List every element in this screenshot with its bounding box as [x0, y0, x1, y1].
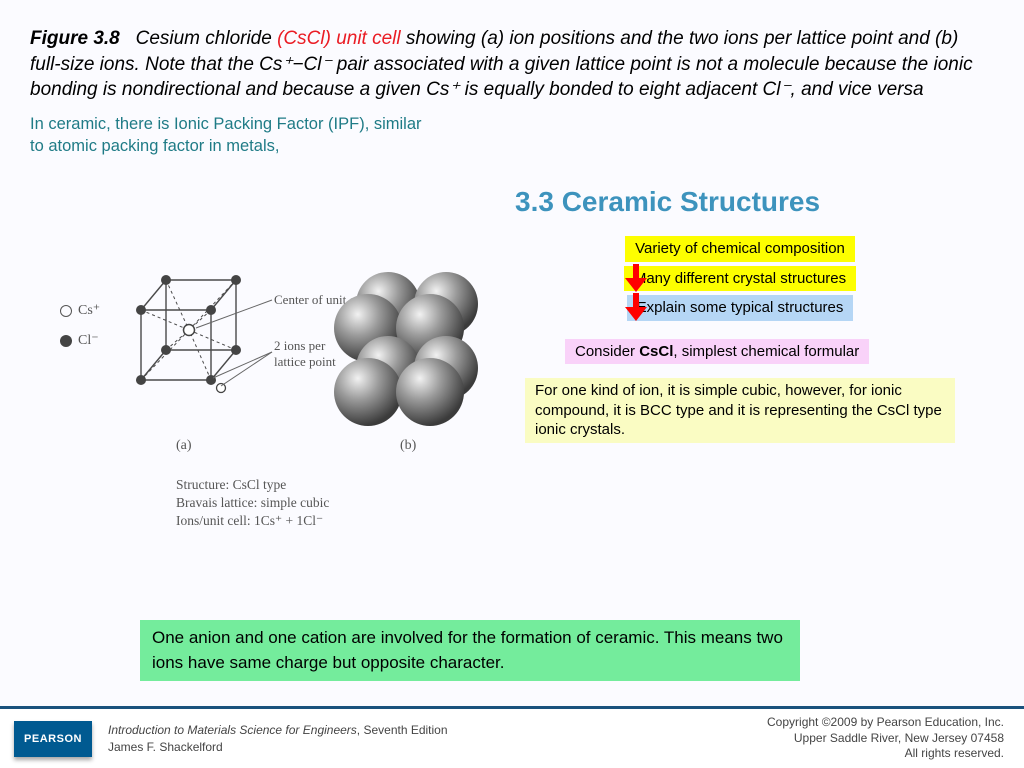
filled-circle-icon — [60, 335, 72, 347]
footer-left: Introduction to Materials Science for En… — [108, 722, 767, 754]
box-composition: Variety of chemical composition — [625, 236, 855, 262]
figure-label: Figure 3.8 — [30, 28, 120, 49]
structure-info: Structure: CsCl type Bravais lattice: si… — [176, 476, 329, 531]
box-bcc-explanation: For one kind of ion, it is simple cubic,… — [525, 378, 955, 443]
section-title: 3.3 Ceramic Structures — [515, 186, 820, 218]
full-size-ions — [328, 270, 498, 440]
figure-text-red: (CsCl) unit cell — [277, 28, 401, 49]
legend-cl: Cl⁻ — [60, 332, 99, 349]
box-consider-cscl: Consider CsCl, simplest chemical formula… — [565, 339, 869, 365]
sublabel-b: (b) — [400, 438, 416, 454]
figure-text-pre: Cesium chloride — [136, 28, 278, 49]
sublabel-a: (a) — [176, 438, 192, 454]
box-anion-cation: One anion and one cation are involved fo… — [140, 620, 800, 681]
box-typical-structures: Explain some typical structures — [627, 295, 854, 321]
right-column: Variety of chemical composition Many dif… — [525, 236, 955, 443]
footer-right: Copyright ©2009 by Pearson Education, In… — [767, 715, 1004, 762]
figure-caption: Figure 3.8 Cesium chloride (CsCl) unit c… — [30, 26, 994, 103]
pearson-logo: PEARSON — [14, 721, 92, 757]
ipf-note: In ceramic, there is Ionic Packing Facto… — [30, 113, 430, 158]
box-crystal-structures: Many different crystal structures — [624, 266, 856, 292]
cscl-diagram: Cs⁺ Cl⁻ — [68, 262, 498, 562]
legend-cs: Cs⁺ — [60, 302, 100, 319]
open-circle-icon — [60, 305, 72, 317]
annotation-lines — [126, 270, 356, 420]
footer: PEARSON Introduction to Materials Scienc… — [0, 706, 1024, 768]
